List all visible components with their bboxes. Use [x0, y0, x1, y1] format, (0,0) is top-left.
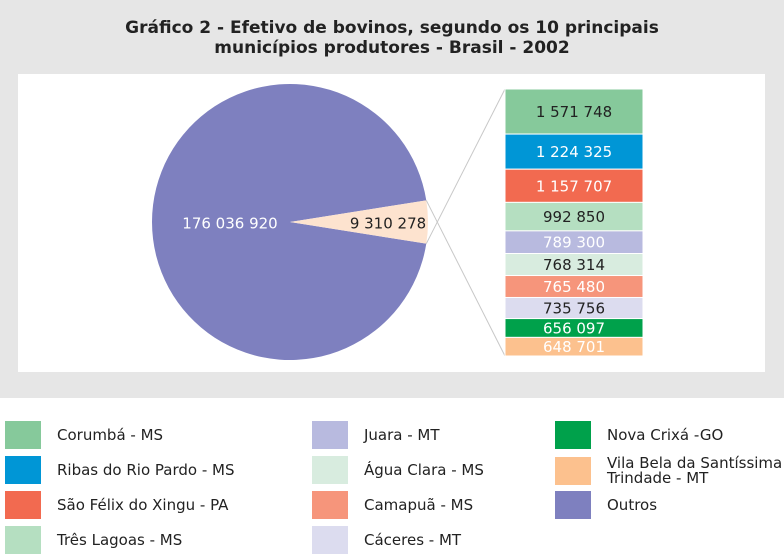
title-line: municípios produtores - Brasil - 2002: [214, 38, 570, 58]
legend-label: Três Lagoas - MS: [57, 530, 183, 549]
legend-label: São Félix do Xingu - PA: [57, 495, 229, 514]
legend-label: Nova Crixá -GO: [607, 425, 724, 444]
bar-segment: [504, 168, 644, 203]
pie-slice: [290, 200, 428, 244]
legend-swatch: [555, 421, 591, 449]
legend-item: Ribas do Rio Pardo - MS: [5, 456, 247, 484]
legend-item: Nova Crixá -GO: [555, 421, 784, 449]
legend-item: São Félix do Xingu - PA: [5, 491, 247, 519]
bar-value-label: 656 097: [543, 319, 605, 337]
bar-value-label: 789 300: [543, 234, 605, 252]
chart: 176 036 920 9 310 278 1 571 748 1 224 325 1 …: [18, 74, 765, 372]
legend-item: Água Clara - MS: [312, 456, 554, 484]
legend-swatch: [312, 526, 348, 554]
legend-swatch: [312, 491, 348, 519]
legend-swatch: [312, 421, 348, 449]
bar-value-label: 765 480: [543, 278, 605, 296]
legend-item: Corumbá - MS: [5, 421, 247, 449]
bar-value-label: 768 314: [543, 256, 605, 274]
legend-label: Água Clara - MS: [364, 460, 484, 479]
bar-value-label: 735 756: [543, 300, 605, 318]
legend-item: Outros: [555, 491, 784, 519]
bar-segment: [504, 201, 644, 232]
legend-item: Camapuã - MS: [312, 491, 554, 519]
legend-swatch: [312, 456, 348, 484]
bar-value-label: 992 850: [543, 208, 605, 226]
legend-label: Corumbá - MS: [57, 425, 164, 444]
legend-item: Cáceres - MT: [312, 526, 554, 554]
legend-label: Cáceres - MT: [364, 530, 462, 549]
title-line: Gráfico 2 - Efetivo de bovinos, segundo …: [125, 18, 659, 38]
legend-item: Juara - MT: [312, 421, 554, 449]
pie-value-label: 9 310 278: [350, 215, 426, 233]
pie-slice: [152, 84, 427, 361]
bar-value-label: 1 224 325: [536, 143, 612, 161]
connector: [425, 88, 506, 244]
legend-swatch: [5, 526, 41, 554]
legend-label: Juara - MT: [364, 425, 440, 444]
legend-swatch: [5, 491, 41, 519]
bar-value-label: 1 571 748: [536, 103, 612, 121]
bar-segment: [504, 88, 644, 135]
bar-value-label: 1 157 707: [536, 177, 612, 195]
legend-swatch: [5, 421, 41, 449]
bar-value-label: 648 701: [543, 338, 605, 356]
legend-item: Três Lagoas - MS: [5, 526, 247, 554]
legend-swatch: [5, 456, 41, 484]
legend-item: Vila Bela da Santíssima Trindade - MT: [555, 456, 784, 486]
connector: [425, 200, 506, 357]
legend-label: Camapuã - MS: [364, 495, 474, 514]
legend-label: Vila Bela da Santíssima Trindade - MT: [607, 454, 783, 487]
bar-segment: [504, 133, 644, 170]
pie-value-label: 176 036 920: [182, 215, 277, 233]
legend-label: Outros: [607, 495, 658, 514]
bar-segment: [504, 336, 644, 357]
legend-swatch: [555, 491, 591, 519]
chart-title: Gráfico 2 - Efetivo de bovinos, segundo …: [0, 18, 784, 58]
legend-swatch: [555, 457, 591, 485]
legend-label: Ribas do Rio Pardo - MS: [57, 460, 235, 479]
